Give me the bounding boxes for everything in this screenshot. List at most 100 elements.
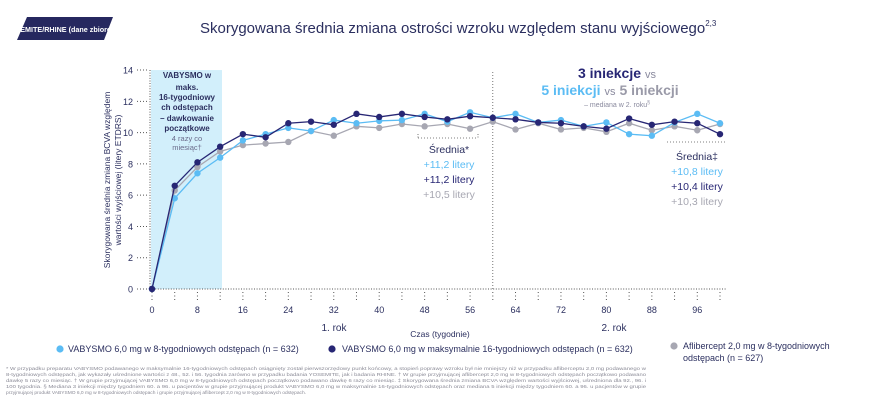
x-tick-label: 8 (195, 305, 200, 315)
data-point (535, 119, 542, 126)
data-point (171, 195, 178, 202)
data-point (625, 120, 633, 127)
data-point (148, 285, 156, 293)
study-badge-label: YOSEMITE/RHINE (dane zbiorcze) (5, 25, 121, 34)
loading-annotation-line: 4 razy co (172, 134, 202, 143)
data-point (421, 113, 428, 121)
y-tick-label: 6 (128, 191, 133, 201)
svg-text:– mediana w 2. roku§: – mediana w 2. roku§ (584, 100, 650, 109)
data-point (671, 118, 678, 125)
data-point (466, 112, 474, 120)
x-tick-label: 96 (692, 305, 702, 315)
data-point (353, 110, 360, 118)
loading-annotation-line: początkowe (164, 124, 210, 133)
data-point (171, 182, 178, 189)
data-point (694, 110, 701, 118)
x-tick-label: 56 (465, 305, 475, 315)
injections-sup: § (647, 100, 650, 106)
data-point (648, 132, 656, 139)
data-point (625, 130, 633, 138)
data-point (239, 130, 247, 138)
data-point (330, 132, 337, 139)
y-tick-label: 10 (123, 128, 133, 138)
loading-dose-annotation: VABYSMO w maks. 16-tygodniowy ch odstępach –… (159, 71, 216, 152)
year1-label: 1. rok (321, 323, 347, 334)
mean-year2-gray: +10,3 litery (671, 196, 723, 208)
x-tick-label: 48 (420, 305, 430, 315)
mean-year2-title: Średnia‡ (676, 150, 718, 163)
y-tick-label: 14 (123, 66, 133, 76)
data-point (376, 124, 383, 132)
data-point (285, 120, 292, 127)
data-point (307, 127, 315, 135)
legend: VABYSMO 6,0 mg w 8-tygodniowych odstępac… (56, 341, 830, 363)
data-point (489, 114, 496, 121)
legend-label-gray-1: Aflibercept 2,0 mg w 8-tygodniowych (683, 341, 830, 351)
data-point (648, 127, 656, 134)
loading-annotation-line: miesiąc† (172, 143, 202, 152)
data-point (557, 126, 565, 133)
mean-year1-gray: +10,5 litery (423, 189, 475, 201)
data-point (648, 121, 656, 128)
data-point (603, 119, 610, 126)
injections-light: 5 iniekcji (541, 82, 600, 98)
mean-year1-light: +11,2 litery (424, 159, 476, 171)
x-tick-label: 24 (283, 305, 293, 315)
mean-year1: Średnia* +11,2 litery +11,2 litery +10,5… (417, 134, 479, 201)
series-line-0 (151, 120, 721, 290)
x-tick-label: 80 (601, 305, 611, 315)
mean-year2: Średnia‡ +10,8 litery +10,4 litery +10,3… (667, 141, 727, 208)
data-point (353, 120, 360, 127)
data-point (330, 121, 337, 128)
footnote-line: przyjmującej produkt VABYSMO 6,0 mg w 8-… (6, 390, 306, 395)
data-point (512, 110, 519, 118)
x-tick-label: 16 (238, 305, 248, 315)
legend-label-light: VABYSMO 6,0 mg w 8-tygodniowych odstępac… (68, 344, 299, 354)
mean-year1-navy: +11,2 litery (424, 174, 476, 186)
header: YOSEMITE/RHINE (dane zbiorcze) Skorygowa… (5, 17, 717, 40)
footnote-line: 100 tygodnia. § Mediana 3 iniekcji międz… (6, 384, 647, 389)
injections-annotation: 3 iniekcje vs 5 iniekcji vs 5 iniekcji – me… (541, 65, 678, 109)
x-tick-label: 88 (647, 305, 657, 315)
legend-label-gray-2: odstępach (n = 627) (683, 353, 763, 363)
injections-vs: vs (645, 69, 657, 81)
data-point (376, 113, 383, 121)
data-point (239, 141, 247, 149)
data-point (398, 116, 406, 124)
x-tick-label: 32 (329, 305, 339, 315)
page-title: Skorygowana średnia zmiana ostrości wzro… (200, 19, 717, 37)
injections-gray: 5 iniekcji (620, 82, 679, 98)
injections-median-note: – mediana w 2. roku (584, 102, 647, 109)
legend-label-navy: VABYSMO 6,0 mg w maksymalnie 16-tygodnio… (342, 344, 633, 354)
y-axis-title: Skorygowana średnia zmiana BCVA względem (102, 92, 112, 269)
series-line-2 (151, 113, 721, 290)
data-point (557, 120, 565, 127)
data-point (194, 163, 201, 171)
data-point (512, 126, 519, 133)
y-tick-label: 12 (123, 97, 133, 107)
data-point (512, 116, 519, 123)
page-title-text: Skorygowana średnia zmiana ostrości wzro… (200, 20, 705, 37)
x-tick-label: 40 (374, 305, 384, 315)
data-point (716, 120, 724, 127)
data-point (194, 170, 201, 177)
data-point (239, 137, 247, 144)
data-point (216, 143, 224, 150)
data-point (216, 148, 224, 155)
legend-marker-light (56, 345, 64, 353)
footnote-line: 8-tygodniowych odstępach, jak wykazały u… (6, 372, 647, 377)
data-point (307, 118, 315, 125)
loading-annotation-line: ch odstępach (161, 103, 213, 112)
data-point (625, 115, 633, 122)
x-axis-title: Czas (tygodnie) (410, 329, 470, 339)
loading-annotation-line: maks. (176, 83, 199, 92)
data-point (694, 120, 701, 127)
data-point (466, 125, 474, 132)
data-point (285, 138, 292, 146)
x-tick-label: 0 (149, 305, 154, 315)
footnote-line: dawkę 5 razy co miesiąc. † W grupie przy… (6, 378, 646, 383)
mean-year1-title: Średnia* (429, 143, 469, 156)
injections-vs-2: vs (605, 86, 617, 98)
